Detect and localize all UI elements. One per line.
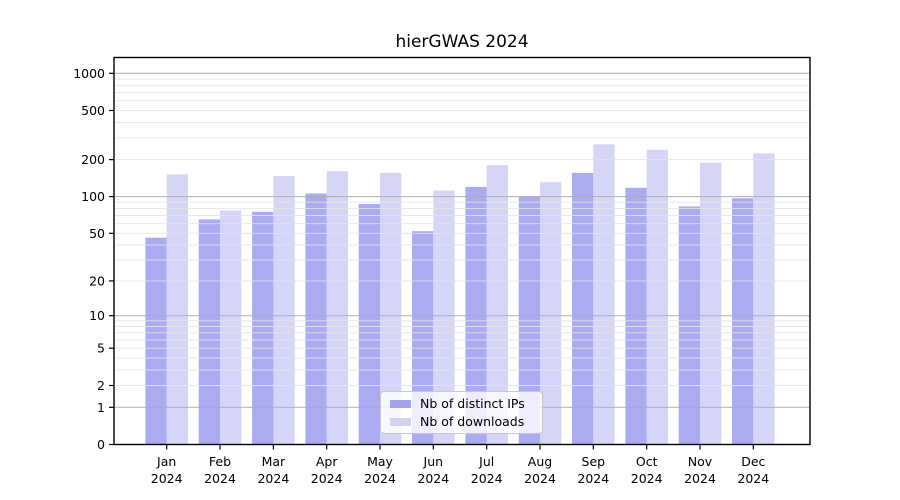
x-tick-year-Dec: 2024 <box>737 471 769 486</box>
legend-swatch-distinct-ips <box>390 399 411 408</box>
x-tick-label-Oct: Oct <box>636 454 658 469</box>
y-tick-label-20: 20 <box>89 273 105 288</box>
y-tick-label-0: 0 <box>97 437 105 452</box>
bar-nb-of-downloads-Mar <box>273 176 295 445</box>
bar-nb-of-downloads-Jul <box>486 165 508 445</box>
x-tick-label-Dec: Dec <box>741 454 765 469</box>
x-tick-label-Apr: Apr <box>316 454 338 469</box>
x-tick-year-Feb: 2024 <box>204 471 236 486</box>
x-tick-year-Nov: 2024 <box>684 471 716 486</box>
bar-nb-of-downloads-Jun <box>433 190 455 445</box>
chart-title: hierGWAS 2024 <box>395 32 529 52</box>
legend-label-distinct-ips: Nb of distinct IPs <box>420 396 525 411</box>
x-tick-year-Mar: 2024 <box>257 471 289 486</box>
x-tick-label-May: May <box>367 454 393 469</box>
bar-nb-of-downloads-Sep <box>593 144 615 445</box>
x-tick-year-Oct: 2024 <box>631 471 663 486</box>
x-tick-year-Apr: 2024 <box>311 471 343 486</box>
x-tick-label-Nov: Nov <box>688 454 713 469</box>
bar-nb-of-distinct-ips-Mar <box>252 211 274 445</box>
y-tick-label-100: 100 <box>81 189 105 204</box>
bar-nb-of-distinct-ips-Nov <box>678 206 700 445</box>
x-tick-label-Jul: Jul <box>478 454 494 469</box>
legend: Nb of distinct IPs Nb of downloads <box>380 391 543 434</box>
bar-nb-of-distinct-ips-Sep <box>572 172 594 445</box>
x-tick-label-Jun: Jun <box>423 454 444 469</box>
bar-nb-of-downloads-May <box>380 172 402 445</box>
legend-item-downloads: Nb of downloads <box>390 414 534 429</box>
legend-label-downloads: Nb of downloads <box>420 414 525 429</box>
y-tick-label-5: 5 <box>97 341 105 356</box>
bar-nb-of-downloads-Dec <box>753 153 775 445</box>
y-tick-label-500: 500 <box>81 103 105 118</box>
x-tick-year-Sep: 2024 <box>577 471 609 486</box>
x-tick-label-Feb: Feb <box>209 454 231 469</box>
y-tick-label-1000: 1000 <box>73 66 105 81</box>
x-tick-year-Jan: 2024 <box>151 471 183 486</box>
bar-nb-of-distinct-ips-Feb <box>198 219 220 445</box>
bar-nb-of-downloads-Aug <box>540 182 562 445</box>
y-tick-label-1: 1 <box>97 400 105 415</box>
y-tick-label-2: 2 <box>97 378 105 393</box>
x-tick-label-Jan: Jan <box>156 454 176 469</box>
bar-nb-of-downloads-Nov <box>700 162 722 445</box>
bar-nb-of-downloads-Jan <box>166 174 188 445</box>
y-tick-label-10: 10 <box>89 308 105 323</box>
x-tick-label-Aug: Aug <box>528 454 552 469</box>
legend-swatch-downloads <box>390 417 411 426</box>
legend-item-distinct-ips: Nb of distinct IPs <box>390 396 534 411</box>
bar-nb-of-downloads-Feb <box>220 210 242 445</box>
bar-nb-of-distinct-ips-Apr <box>305 193 327 445</box>
bar-nb-of-distinct-ips-May <box>358 204 380 445</box>
x-tick-label-Mar: Mar <box>262 454 286 469</box>
y-tick-label-50: 50 <box>89 226 105 241</box>
x-tick-year-May: 2024 <box>364 471 396 486</box>
bar-nb-of-distinct-ips-Jan <box>145 237 167 445</box>
x-tick-year-Aug: 2024 <box>524 471 556 486</box>
bar-nb-of-downloads-Apr <box>326 171 348 445</box>
y-tick-label-200: 200 <box>81 152 105 167</box>
x-tick-year-Jul: 2024 <box>471 471 503 486</box>
x-tick-year-Jun: 2024 <box>417 471 449 486</box>
bar-nb-of-downloads-Oct <box>646 149 668 445</box>
x-tick-label-Sep: Sep <box>582 454 606 469</box>
plot-frame <box>113 56 811 446</box>
